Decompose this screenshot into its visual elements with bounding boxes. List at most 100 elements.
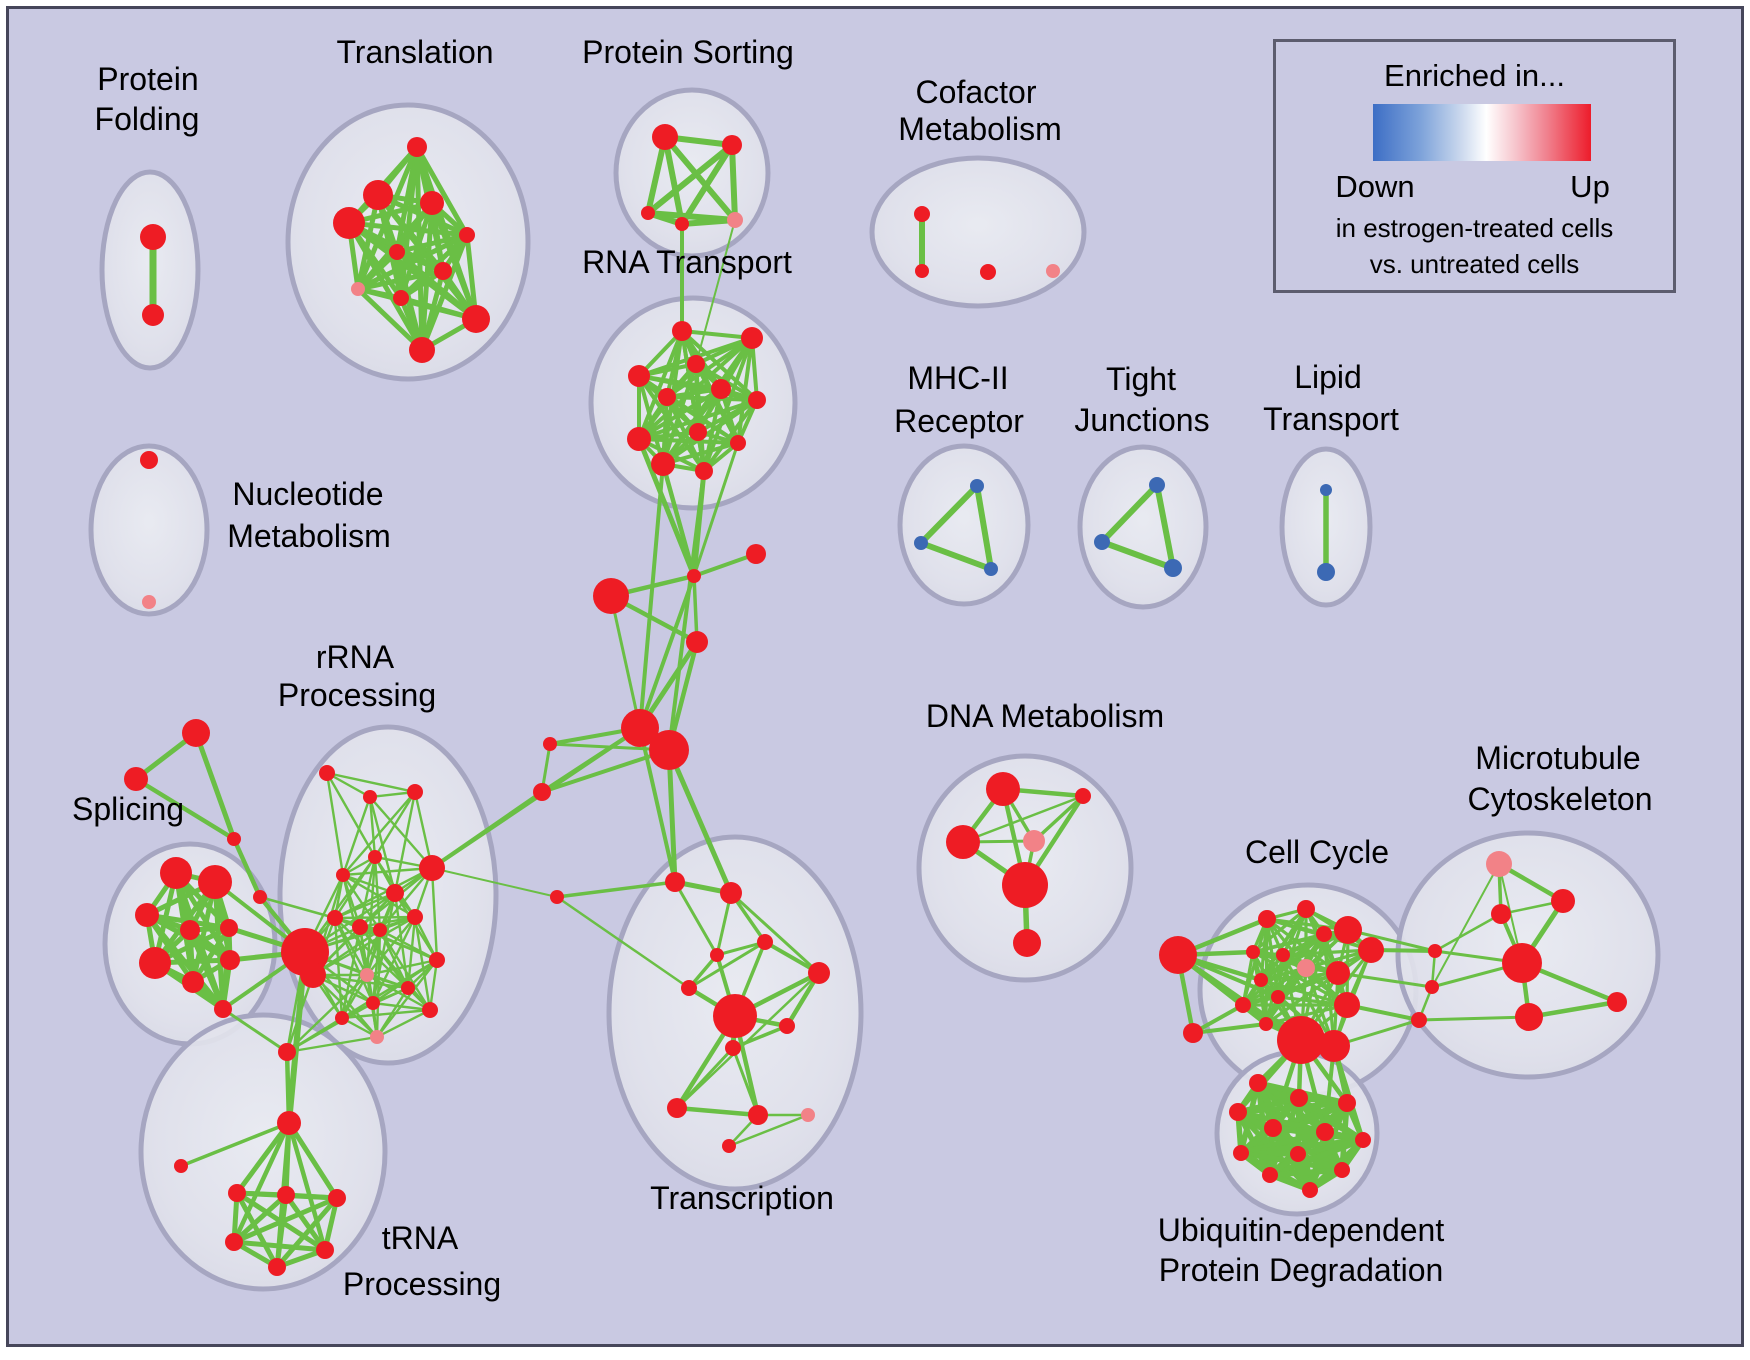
enrichment-overlap-edge: [221, 1007, 289, 1054]
enrichment-overlap-edge: [1267, 1137, 1366, 1178]
enrichment-overlap-edge: [665, 336, 754, 399]
gene-set-node: [1290, 1089, 1308, 1107]
gene-set-node: [278, 1043, 296, 1061]
enrichment-overlap-edge: [231, 836, 263, 900]
enrichment-overlap-edge: [662, 134, 685, 227]
gene-set-node: [407, 137, 427, 157]
gene-set-node: [986, 772, 1020, 806]
trna-processing-label: Processing: [343, 1266, 501, 1302]
legend-subtitle-line1: in estrogen-treated cells: [1335, 213, 1614, 243]
enrichment-overlap-edge: [695, 219, 736, 365]
enrichment-overlap-edge: [638, 462, 665, 730]
enrichment-overlap-edge: [346, 220, 470, 238]
enrichment-overlap-edge: [394, 249, 479, 322]
enrichment-overlap-edge: [341, 873, 397, 895]
enrichment-overlap-edge: [702, 398, 759, 473]
enrichment-overlap-edge: [375, 1008, 432, 1039]
gene-set-node: [914, 536, 928, 550]
enrichment-overlap-edge: [1336, 971, 1434, 989]
enrichment-overlap-edge: [1241, 966, 1308, 1007]
enrichment-overlap-edge: [193, 730, 237, 842]
gene-set-node: [407, 784, 423, 800]
gene-set-node: [360, 968, 374, 982]
enrichment-overlap-edge: [341, 795, 372, 877]
legend-box: Enriched in... Down Up in estrogen-treat…: [1273, 39, 1676, 293]
enrichment-overlap-edge: [378, 866, 434, 932]
enrichment-overlap-edge: [1346, 928, 1437, 953]
enrichment-overlap-edge: [325, 771, 372, 799]
enrichment-overlap-edge: [231, 1195, 340, 1245]
gene-set-node: [180, 920, 200, 940]
enrichment-overlap-edge: [394, 232, 470, 255]
gene-set-node: [710, 948, 724, 962]
enrichment-overlap-edge: [637, 437, 706, 473]
enrichment-overlap-edge: [333, 915, 417, 920]
gene-set-node: [1334, 916, 1362, 944]
gene-set-node: [915, 264, 929, 278]
enrichment-overlap-edge: [340, 925, 362, 1020]
gene-set-node: [689, 423, 707, 441]
enrichment-overlap-edge: [1241, 950, 1255, 1007]
gene-set-node: [1235, 997, 1251, 1013]
gene-set-node: [1290, 1146, 1306, 1162]
enrichment-overlap-edge: [368, 795, 434, 870]
gene-set-node: [1183, 1023, 1203, 1043]
mhc2-receptor-label: Receptor: [894, 403, 1024, 439]
gene-set-node: [429, 952, 445, 968]
cluster-ellipse-layer: [88, 87, 1661, 1292]
enrichment-overlap-edge: [371, 1001, 432, 1012]
gene-set-node: [1258, 910, 1276, 928]
gene-set-node: [621, 709, 659, 747]
mhc2-receptor-label: MHC-II: [907, 360, 1008, 396]
protein-folding-label: Protein: [97, 61, 198, 97]
lipid-transport-label: Lipid: [1294, 359, 1362, 395]
gene-set-node: [393, 290, 409, 306]
gene-set-node: [124, 767, 148, 791]
gene-set-node: [459, 227, 475, 243]
gene-set-node: [730, 435, 746, 451]
enrichment-overlap-edge: [311, 973, 410, 990]
enrichment-overlap-edge: [1251, 932, 1326, 954]
gene-set-node: [366, 996, 380, 1010]
gene-set-node: [1486, 851, 1512, 877]
trna-processing-ellipse: [138, 1012, 388, 1292]
rrna-processing-label: Processing: [278, 677, 436, 713]
dna-metabolism-label: DNA Metabolism: [926, 698, 1164, 734]
lipid-transport-label: Transport: [1263, 401, 1399, 437]
gene-set-node: [1334, 1162, 1350, 1178]
gene-set-node: [407, 909, 423, 925]
enrichment-overlap-edge: [667, 469, 706, 752]
tight-junctions-label: Junctions: [1074, 402, 1209, 438]
gene-set-node: [370, 1030, 384, 1044]
gene-set-node: [1297, 900, 1315, 918]
enrichment-overlap-edge: [234, 1120, 292, 1196]
gene-set-node: [1264, 1119, 1282, 1137]
gene-set-node: [300, 962, 326, 988]
gene-set-node: [1320, 484, 1332, 496]
enrichment-overlap-edge: [393, 790, 417, 895]
gene-set-node: [1229, 1103, 1247, 1121]
enrichment-overlap-edge: [311, 973, 379, 1039]
enrichment-overlap-edge: [661, 441, 740, 466]
gene-set-node: [1149, 477, 1165, 493]
gene-set-node: [220, 950, 240, 970]
enrichment-overlap-edge: [1032, 794, 1085, 843]
gene-set-node: [135, 903, 159, 927]
gene-set-node: [713, 994, 757, 1038]
enrichment-overlap-edge: [675, 971, 821, 1110]
gene-set-node: [808, 962, 830, 984]
gene-set-node: [1355, 1132, 1371, 1148]
translation-label: Translation: [336, 34, 493, 70]
gene-set-node: [1023, 830, 1045, 852]
enrichment-overlap-edge: [637, 398, 759, 441]
enrichment-overlap-edge: [1332, 1044, 1365, 1142]
enrichment-overlap-edge: [341, 790, 417, 877]
enrichment-overlap-edge: [285, 1035, 379, 1054]
gene-set-node: [1259, 1017, 1273, 1031]
cofactor-metabolism-label: Cofactor: [916, 74, 1037, 110]
gene-set-node: [198, 865, 232, 899]
gene-set-node: [140, 451, 158, 469]
gene-set-node: [363, 180, 393, 210]
enrichment-overlap-edge: [346, 220, 425, 353]
gene-set-node: [1334, 992, 1360, 1018]
